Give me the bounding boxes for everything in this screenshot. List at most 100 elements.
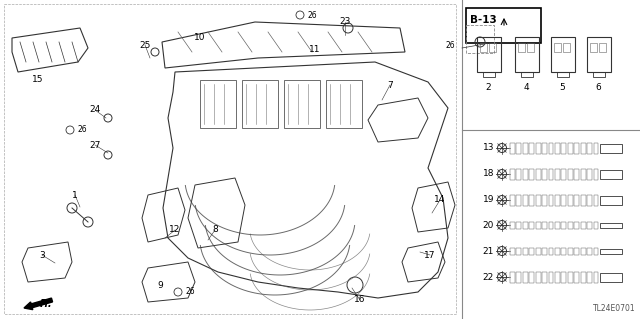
Bar bbox=[529, 195, 534, 205]
Bar bbox=[529, 143, 534, 153]
Bar bbox=[536, 221, 541, 228]
Bar bbox=[466, 8, 541, 43]
Text: TL24E0701: TL24E0701 bbox=[593, 304, 636, 313]
Bar bbox=[574, 168, 579, 180]
Bar bbox=[523, 248, 527, 255]
Text: B-13: B-13 bbox=[470, 15, 497, 25]
Text: 11: 11 bbox=[309, 46, 321, 55]
Bar bbox=[516, 143, 521, 153]
Bar bbox=[600, 169, 622, 179]
Bar bbox=[242, 80, 278, 128]
Text: 19: 19 bbox=[483, 196, 494, 204]
Bar bbox=[574, 195, 579, 205]
Bar bbox=[536, 143, 541, 153]
Bar bbox=[587, 37, 611, 72]
Bar bbox=[563, 43, 570, 52]
Bar bbox=[523, 168, 527, 180]
Bar bbox=[574, 271, 579, 283]
Text: 5: 5 bbox=[559, 83, 565, 92]
Bar bbox=[580, 143, 586, 153]
Text: 12: 12 bbox=[170, 226, 180, 234]
Bar bbox=[593, 143, 598, 153]
Bar bbox=[529, 168, 534, 180]
Bar bbox=[548, 195, 554, 205]
Text: Fr.: Fr. bbox=[40, 299, 52, 309]
Bar bbox=[568, 248, 573, 255]
Text: 14: 14 bbox=[435, 196, 445, 204]
Text: 26: 26 bbox=[78, 125, 88, 135]
Text: 22: 22 bbox=[483, 272, 494, 281]
Bar bbox=[561, 271, 566, 283]
Bar bbox=[529, 271, 534, 283]
Bar bbox=[542, 195, 547, 205]
Bar bbox=[542, 143, 547, 153]
FancyArrow shape bbox=[24, 298, 52, 310]
Text: 17: 17 bbox=[424, 250, 436, 259]
Bar bbox=[516, 248, 521, 255]
Bar bbox=[554, 43, 561, 52]
Text: 10: 10 bbox=[195, 33, 205, 42]
Bar bbox=[521, 72, 533, 77]
Bar bbox=[561, 221, 566, 228]
Bar bbox=[542, 248, 547, 255]
Bar bbox=[510, 143, 515, 153]
Text: 23: 23 bbox=[339, 18, 351, 26]
Bar bbox=[600, 272, 622, 281]
Bar bbox=[510, 195, 515, 205]
Text: 2: 2 bbox=[485, 83, 491, 92]
Bar bbox=[580, 221, 586, 228]
Text: 26: 26 bbox=[186, 287, 196, 296]
Bar bbox=[568, 168, 573, 180]
Bar bbox=[466, 25, 494, 53]
Text: 16: 16 bbox=[355, 295, 365, 305]
Bar bbox=[593, 195, 598, 205]
Bar bbox=[561, 143, 566, 153]
Bar bbox=[542, 168, 547, 180]
Bar bbox=[574, 143, 579, 153]
Bar bbox=[536, 271, 541, 283]
Text: 26: 26 bbox=[308, 11, 317, 19]
Bar bbox=[555, 271, 560, 283]
Bar bbox=[580, 248, 586, 255]
Bar bbox=[555, 221, 560, 228]
Bar bbox=[510, 248, 515, 255]
Bar bbox=[536, 248, 541, 255]
Bar bbox=[600, 144, 622, 152]
Text: 18: 18 bbox=[483, 169, 494, 179]
Bar bbox=[480, 43, 487, 52]
Bar bbox=[516, 271, 521, 283]
Bar bbox=[587, 168, 592, 180]
Bar bbox=[542, 271, 547, 283]
Text: 21: 21 bbox=[483, 247, 494, 256]
Bar bbox=[600, 222, 622, 227]
Bar bbox=[593, 221, 598, 228]
Bar bbox=[555, 248, 560, 255]
Bar bbox=[536, 168, 541, 180]
Bar bbox=[561, 195, 566, 205]
Text: 20: 20 bbox=[483, 220, 494, 229]
Bar bbox=[548, 143, 554, 153]
Text: 6: 6 bbox=[595, 83, 601, 92]
Bar bbox=[561, 248, 566, 255]
Bar bbox=[489, 43, 496, 52]
Text: 27: 27 bbox=[90, 140, 100, 150]
Text: 7: 7 bbox=[387, 80, 393, 90]
Text: 26: 26 bbox=[445, 41, 455, 49]
Bar bbox=[529, 248, 534, 255]
Bar bbox=[477, 37, 501, 72]
Bar bbox=[527, 43, 534, 52]
Bar bbox=[536, 195, 541, 205]
Bar bbox=[568, 143, 573, 153]
Bar bbox=[548, 221, 554, 228]
Bar bbox=[574, 221, 579, 228]
Bar bbox=[518, 43, 525, 52]
Bar bbox=[580, 195, 586, 205]
Text: 8: 8 bbox=[212, 226, 218, 234]
Bar bbox=[510, 168, 515, 180]
Bar bbox=[483, 72, 495, 77]
Bar bbox=[568, 195, 573, 205]
Bar bbox=[580, 271, 586, 283]
Text: 15: 15 bbox=[32, 76, 44, 85]
Bar bbox=[593, 168, 598, 180]
Bar bbox=[587, 271, 592, 283]
